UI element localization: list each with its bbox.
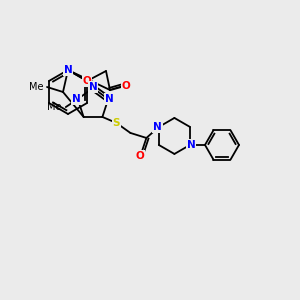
Text: N: N: [187, 140, 195, 150]
Text: N: N: [72, 94, 81, 104]
Text: Me: Me: [47, 102, 62, 112]
Text: N: N: [105, 94, 114, 104]
Text: O: O: [135, 151, 144, 161]
Text: N: N: [88, 82, 98, 92]
Text: O: O: [122, 81, 130, 91]
Text: N: N: [153, 122, 162, 132]
Text: Me: Me: [28, 82, 43, 92]
Text: N: N: [64, 65, 72, 75]
Text: O: O: [83, 76, 92, 86]
Text: S: S: [113, 118, 120, 128]
